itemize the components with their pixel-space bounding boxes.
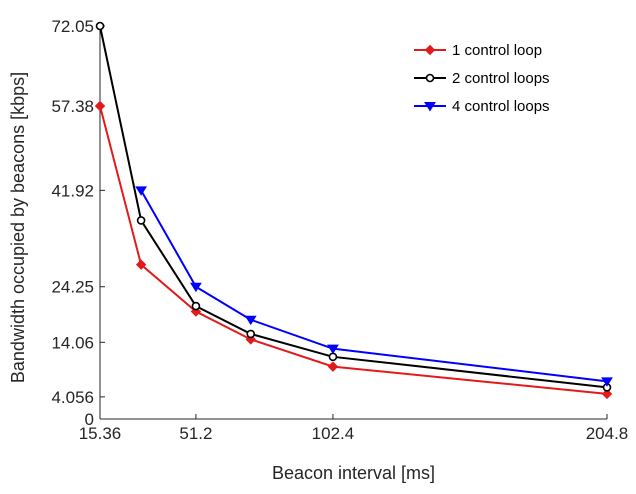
x-axis-ticks: 15.36 51.2 102.4 204.8 [79, 414, 629, 443]
series-line [99, 105, 608, 395]
x-tick-label: 15.36 [79, 424, 122, 443]
y-tick-label: 14.06 [51, 333, 94, 352]
legend-item-3: 4 control loops [414, 98, 550, 115]
x-tick-label: 51.2 [179, 424, 212, 443]
data-point [94, 100, 106, 112]
legend-marker [424, 44, 436, 56]
y-tick-label: 0 [85, 410, 94, 429]
legend-label: 4 control loops [452, 98, 550, 115]
y-tick-label: 4.056 [51, 388, 94, 407]
y-tick-label: 72.05 [51, 17, 94, 36]
data-point [135, 259, 147, 270]
legend-label: 1 control loop [452, 42, 542, 59]
x-axis-label: Beacon interval [ms] [272, 463, 435, 483]
series-2 [95, 21, 612, 392]
data-point [327, 344, 339, 355]
series-layer [94, 21, 613, 400]
data-point [246, 329, 256, 339]
legend: 1 control loop 2 control loops 4 control l… [405, 33, 605, 123]
y-tick-label: 57.38 [51, 97, 94, 116]
data-point [244, 315, 257, 326]
legend-marker [425, 73, 435, 83]
data-point [601, 388, 613, 400]
data-point [190, 282, 202, 293]
data-point [135, 186, 148, 196]
data-point [601, 377, 613, 387]
legend-item-2: 2 control loops [414, 70, 550, 87]
data-point [191, 301, 201, 311]
y-axis-label: Bandwidth occupied by beacons [kbps] [8, 72, 28, 383]
legend-item-1: 1 control loop [414, 42, 542, 59]
series-line [99, 25, 608, 389]
y-tick-label: 24.25 [51, 278, 94, 297]
series-3 [135, 186, 613, 387]
x-tick-label: 102.4 [312, 424, 355, 443]
y-axis-ticks: 0 4.056 14.06 24.25 41.92 57.38 72.05 [51, 17, 105, 429]
legend-label: 2 control loops [452, 70, 550, 87]
legend-marker [424, 102, 436, 112]
data-point [136, 216, 146, 225]
series-1 [94, 100, 613, 400]
data-point [327, 361, 339, 372]
series-line [140, 189, 608, 383]
data-point [95, 21, 105, 31]
y-tick-label: 41.92 [51, 181, 94, 200]
data-point [328, 352, 338, 362]
axes [99, 26, 607, 420]
x-tick-label: 204.8 [586, 424, 629, 443]
